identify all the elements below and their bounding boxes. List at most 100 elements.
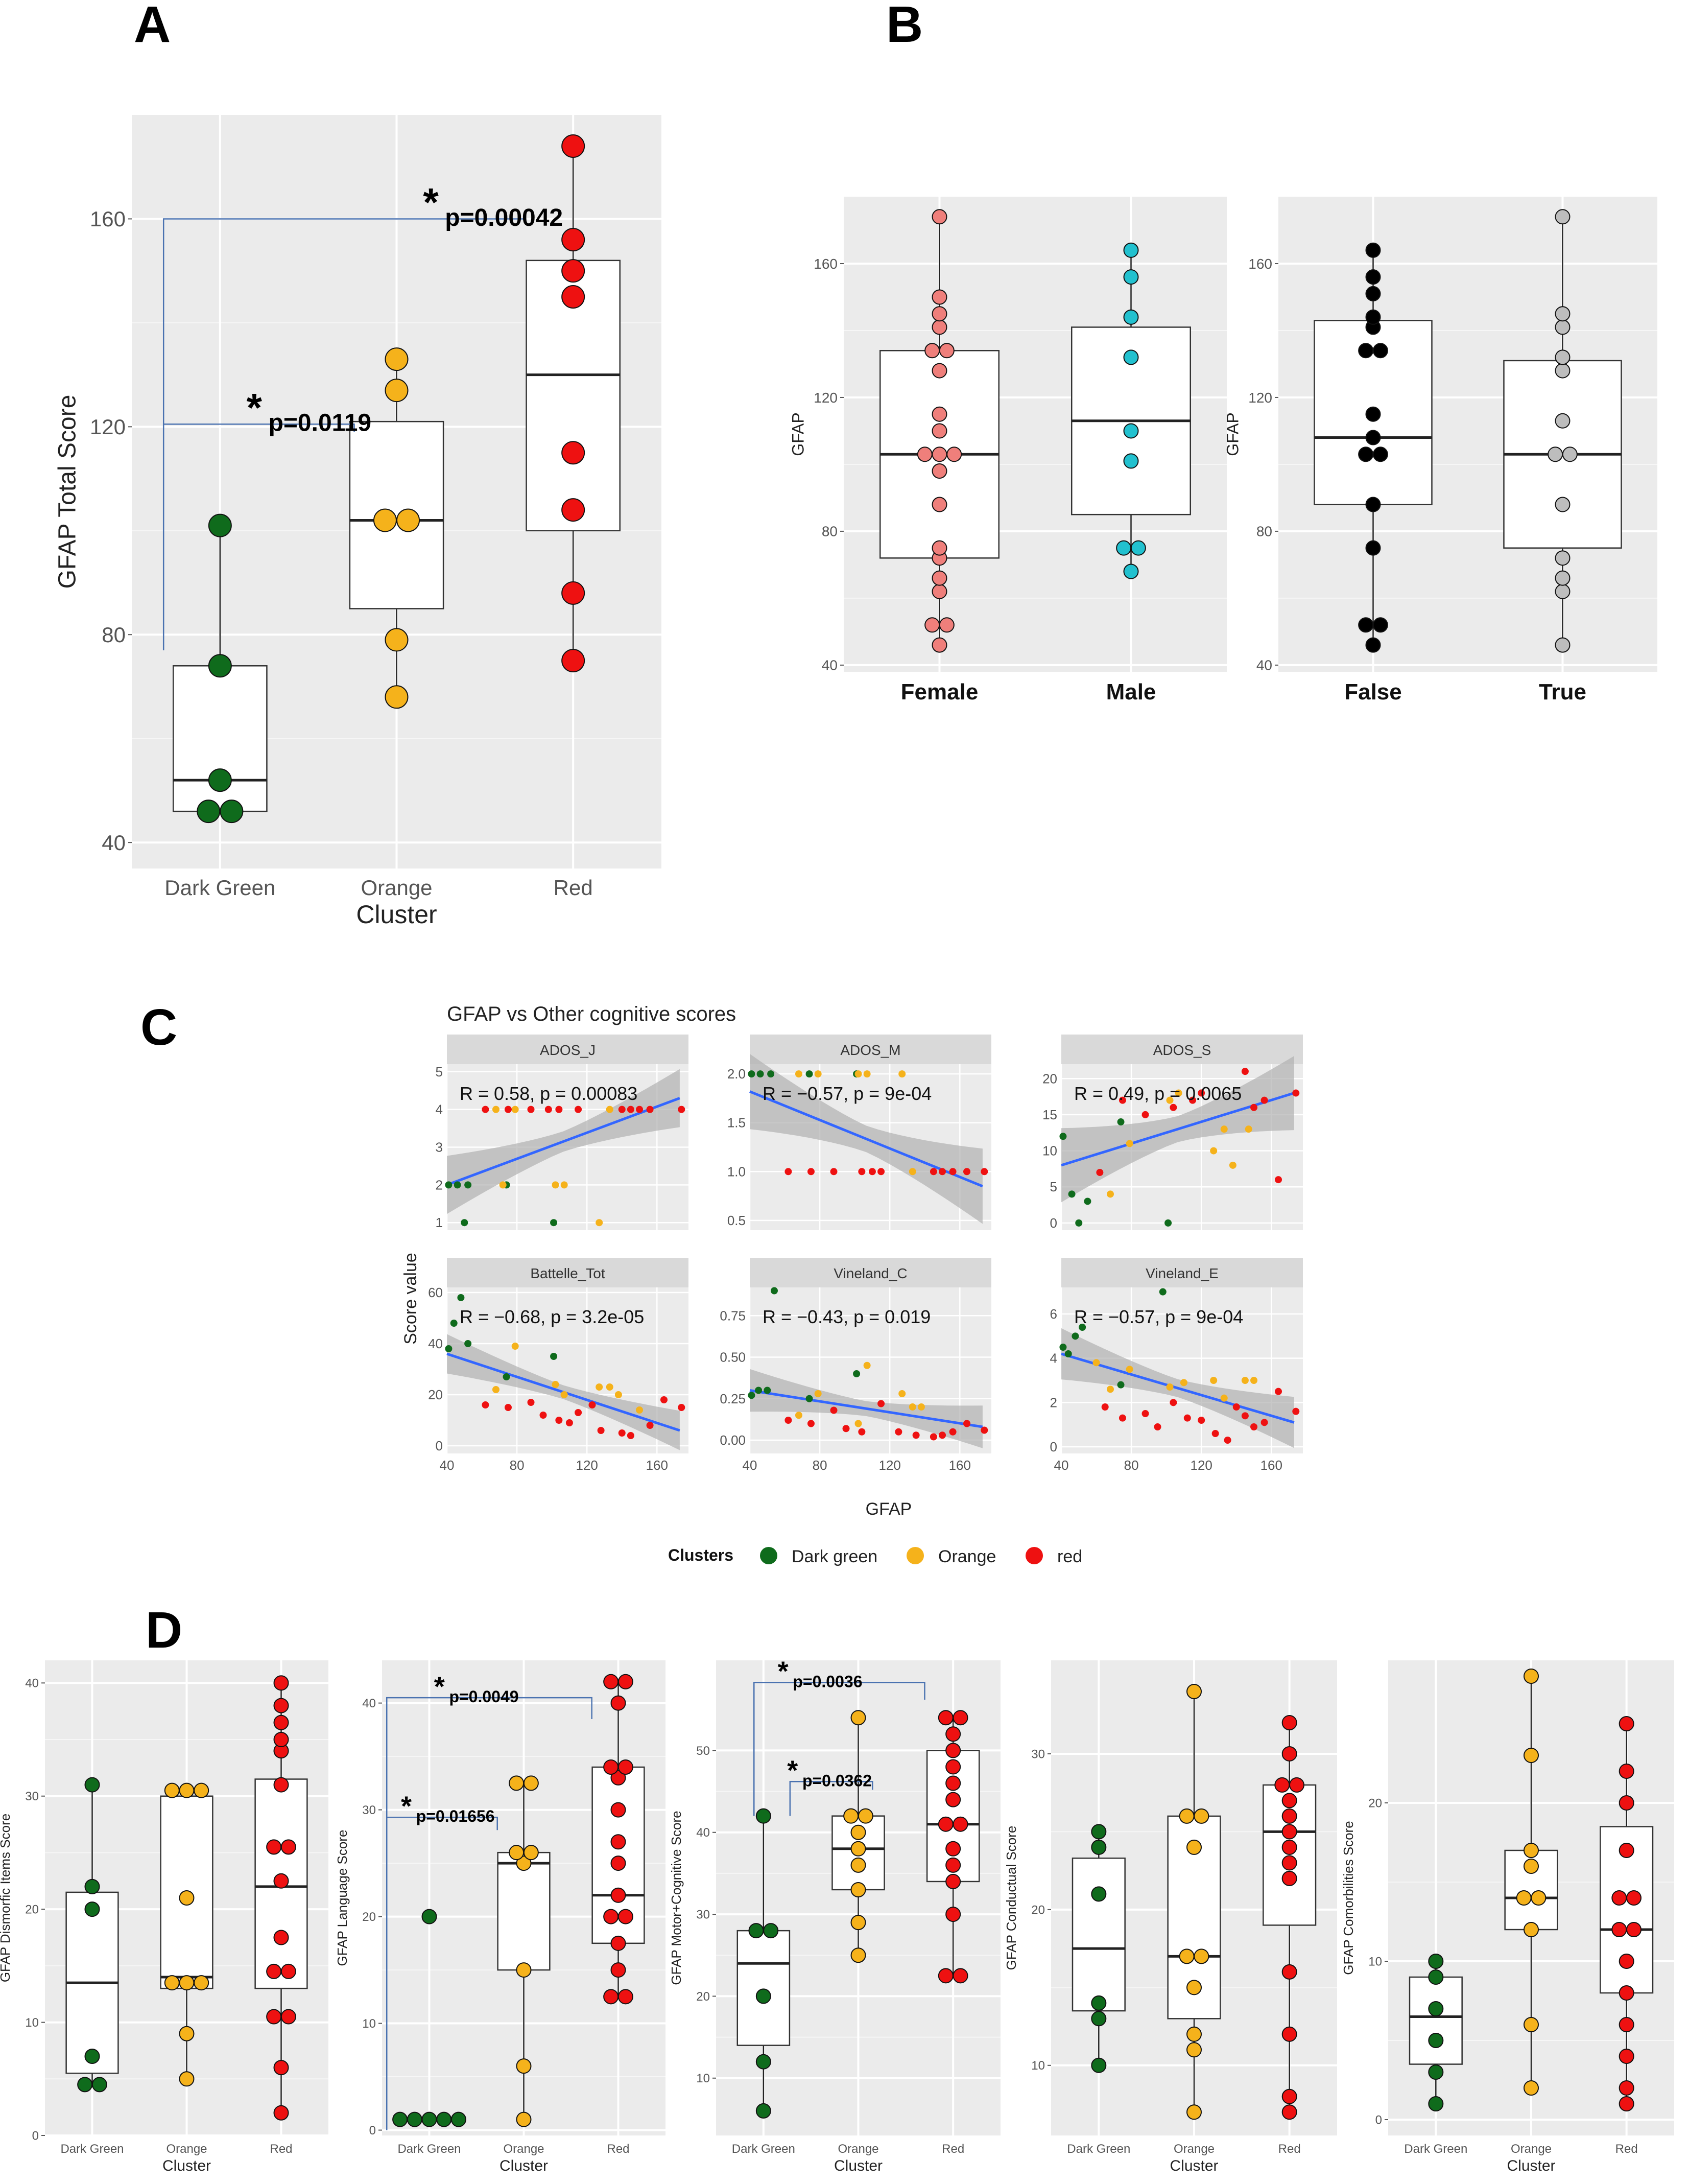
p-value-label: p=0.0362 [802, 1771, 872, 1790]
x-tick-label: 80 [510, 1458, 525, 1473]
data-point [179, 2071, 195, 2087]
data-point [868, 1168, 876, 1176]
data-point [1619, 1985, 1634, 2001]
x-tick-label: 160 [646, 1458, 668, 1473]
y-tick-label: 120 [90, 415, 126, 439]
data-point [1198, 1417, 1205, 1424]
data-point [396, 508, 420, 532]
data-point [561, 134, 585, 158]
data-point [1198, 1089, 1205, 1097]
data-point [1281, 1964, 1297, 1980]
data-point [194, 1782, 209, 1798]
y-tick-label: 80 [822, 524, 838, 539]
data-point [843, 1808, 859, 1824]
data-point [678, 1404, 685, 1411]
data-point [1117, 1381, 1125, 1389]
data-point [1619, 1954, 1634, 1969]
data-point [1292, 1089, 1300, 1097]
x-axis-title: Cluster [1170, 2157, 1218, 2174]
x-tick-label: True [1539, 679, 1586, 704]
data-point [1186, 2042, 1202, 2058]
data-point [932, 406, 947, 422]
data-point [280, 2009, 296, 2025]
data-point [748, 1070, 755, 1078]
data-point [807, 1168, 815, 1176]
data-point [516, 1856, 532, 1871]
chart-d4: 10 20 30 Dark Green Orange Red Cluster GFAP Con… [1004, 1660, 1337, 2174]
data-point [1524, 1859, 1539, 1874]
data-point [1555, 583, 1571, 599]
chart-a: 40 80 120 160 Dark Green Orange Red Cluster GFAP… [54, 115, 661, 929]
data-point [1626, 1922, 1642, 1937]
data-point [1101, 1403, 1109, 1411]
data-point [450, 2111, 466, 2127]
y-tick-label: 15 [1042, 1107, 1057, 1122]
data-point [850, 1947, 866, 1963]
data-point [938, 1710, 954, 1726]
data-point [1365, 269, 1381, 285]
data-point [385, 628, 409, 652]
x-tick-label: 120 [576, 1458, 598, 1473]
data-point [1119, 1096, 1126, 1104]
data-point [385, 685, 409, 709]
y-axis-title: GFAP Dismorfic Items Score [0, 1814, 13, 1982]
data-point [646, 1422, 654, 1429]
data-point [610, 1695, 626, 1711]
data-point [1189, 1096, 1197, 1104]
data-point [457, 1294, 465, 1301]
facet-strip [447, 1258, 688, 1287]
legend-label: Orange [938, 1547, 996, 1566]
data-point [499, 1181, 507, 1189]
data-point [1186, 1683, 1202, 1699]
facet-battelle_tot: Battelle_Tot 0 20 40 60 R = −0.68, p = 3.2e-0… [428, 1258, 688, 1473]
data-point [850, 1915, 866, 1931]
y-axis-title: GFAP Motor+Cognitive Score [669, 1811, 684, 1985]
y-axis-title: GFAP [789, 412, 807, 456]
data-point [1241, 1377, 1249, 1384]
data-point [1281, 1793, 1297, 1809]
data-point [945, 1743, 961, 1758]
data-point [1091, 1824, 1107, 1840]
data-point [516, 1962, 532, 1978]
data-point [179, 1975, 195, 1991]
y-tick-label: 0.50 [720, 1350, 746, 1365]
y-tick-label: 20 [1368, 1796, 1382, 1810]
data-point [373, 508, 397, 532]
data-point [945, 1841, 961, 1857]
data-point [1274, 1777, 1290, 1793]
data-point [842, 1425, 850, 1432]
data-point [764, 1387, 771, 1394]
y-tick-label: 40 [102, 831, 126, 855]
data-point [1555, 319, 1571, 335]
data-point [445, 1181, 453, 1189]
data-point [503, 1373, 510, 1380]
data-point [561, 649, 585, 673]
data-point [939, 343, 955, 359]
data-point [464, 1340, 472, 1347]
data-point [596, 1219, 603, 1227]
data-point [1555, 209, 1571, 225]
data-point [1123, 242, 1139, 258]
data-point [895, 1428, 902, 1436]
data-point [555, 1106, 563, 1113]
data-point [1281, 1808, 1297, 1824]
data-point [77, 2077, 93, 2093]
data-point [617, 1909, 633, 1924]
p-value-label: p=0.00042 [445, 204, 563, 231]
facet-ados_j: ADOS_J 1 2 3 4 5 R = 0.58, p = 0.00083 [436, 1035, 688, 1230]
significance-star: * [423, 180, 439, 225]
data-point [1260, 1096, 1268, 1104]
data-point [850, 1824, 866, 1840]
data-point [924, 617, 940, 633]
data-point [606, 1106, 613, 1113]
data-point [939, 617, 955, 633]
chart-d1: 0 10 20 30 40 Dark Green Orange Red Cluster GFAP … [0, 1660, 328, 2174]
data-point [945, 1775, 961, 1791]
data-point [618, 1106, 626, 1113]
data-point [436, 2111, 452, 2127]
data-point [1186, 2104, 1202, 2120]
data-point [1084, 1197, 1091, 1205]
data-point [617, 1759, 633, 1775]
